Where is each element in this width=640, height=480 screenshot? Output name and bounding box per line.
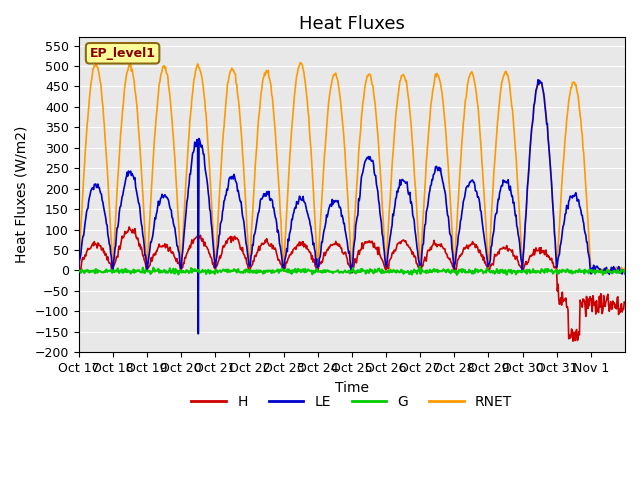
- X-axis label: Time: Time: [335, 381, 369, 395]
- Title: Heat Fluxes: Heat Fluxes: [299, 15, 404, 33]
- Y-axis label: Heat Fluxes (W/m2): Heat Fluxes (W/m2): [15, 126, 29, 264]
- Legend: H, LE, G, RNET: H, LE, G, RNET: [186, 389, 518, 415]
- Text: EP_level1: EP_level1: [90, 47, 156, 60]
